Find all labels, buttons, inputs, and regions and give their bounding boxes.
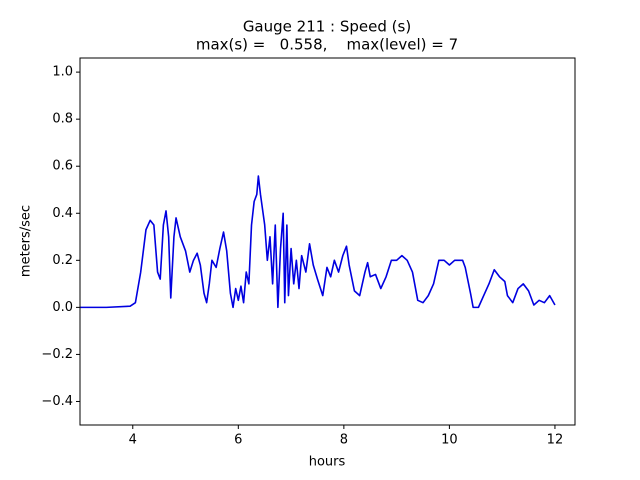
x-tick-label: 4 [129, 433, 137, 448]
chart-subtitle: max(s) = 0.558, max(level) = 7 [196, 36, 458, 54]
x-tick-label: 10 [441, 433, 458, 448]
x-tick-label: 12 [547, 433, 564, 448]
y-tick-label: 0.4 [52, 206, 73, 221]
y-tick-label: 1.0 [52, 65, 73, 80]
y-tick-label: 0.8 [52, 112, 73, 127]
x-tick-label: 6 [234, 433, 242, 448]
x-axis-label: hours [309, 455, 346, 470]
y-tick-label: −0.2 [41, 347, 73, 362]
y-tick-label: 0.0 [52, 300, 73, 315]
chart-title: Gauge 211 : Speed (s) [243, 18, 411, 36]
y-axis-label: meters/sec [19, 205, 34, 277]
y-tick-label: 0.6 [52, 159, 73, 174]
x-tick-label: 8 [340, 433, 348, 448]
y-tick-label: −0.4 [41, 394, 73, 409]
plot-frame [79, 57, 576, 426]
y-tick-label: 0.2 [52, 253, 73, 268]
data-line [80, 175, 556, 309]
